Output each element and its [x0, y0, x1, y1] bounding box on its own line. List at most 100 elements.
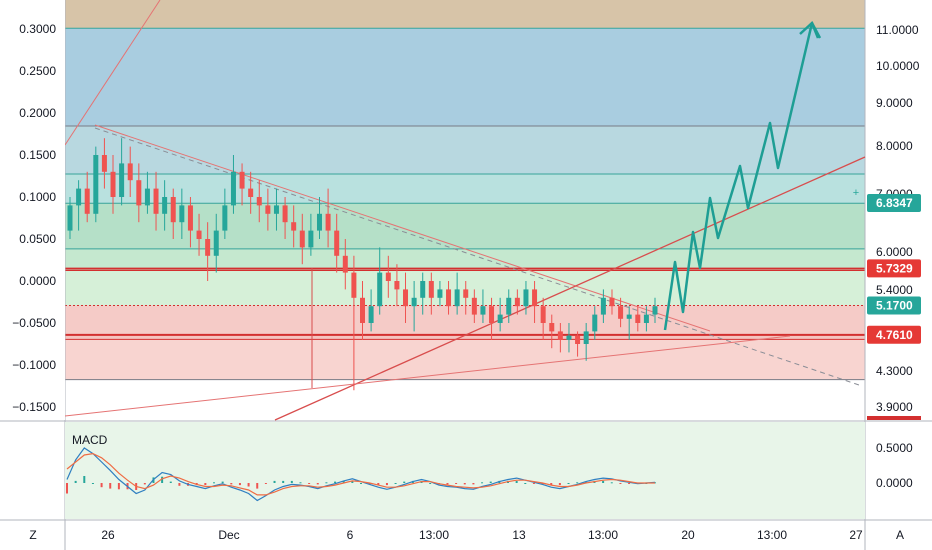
candle-body [420, 281, 426, 298]
projection-line [663, 21, 820, 331]
macd-signal-line [66, 452, 655, 496]
right-axis-tick-label: 6.0000 [876, 245, 913, 259]
macd-histogram-bar [584, 481, 587, 483]
candle-body [351, 272, 357, 298]
candle-body [153, 188, 159, 214]
macd-histogram-bar [334, 481, 337, 483]
candle-body [196, 230, 202, 239]
candle-body [583, 331, 589, 344]
projection-arrowhead [799, 20, 822, 39]
candle-body [136, 180, 142, 206]
macd-histogram-bar [91, 483, 94, 484]
macd-histogram-bar [316, 483, 319, 485]
left-axis-tick-label: 0.1500 [19, 148, 56, 162]
macd-histogram-bar [100, 483, 103, 488]
macd-histogram-bar [230, 483, 233, 485]
price-badge [867, 259, 921, 278]
candle-body [342, 255, 348, 273]
candle-body [506, 297, 512, 315]
right-axis-tick-label: 11.0000 [876, 23, 919, 37]
candle-body [93, 155, 99, 214]
left-axis-tick-label: 0.3000 [19, 22, 56, 36]
macd-pane[interactable]: MACD 0.5000 0.0000 [65, 422, 932, 519]
right-axis-tick-label: 9.0000 [876, 96, 913, 110]
macd-histogram-bar [463, 483, 466, 485]
macd-histogram-bar [472, 483, 475, 485]
macd-histogram-bar [213, 482, 215, 484]
macd-axis-tick-label: 0.5000 [876, 441, 913, 455]
projection-path: + [663, 20, 859, 331]
candle-body [205, 239, 211, 256]
candle-body [316, 213, 322, 231]
price-badge [867, 325, 921, 344]
candle-body [119, 163, 125, 197]
candle-body [480, 306, 486, 315]
candle-body [437, 289, 443, 298]
candle-body [187, 205, 193, 231]
candle-body [325, 213, 331, 231]
candle-body [540, 306, 546, 323]
right-axis-tick-label: 10.0000 [876, 59, 920, 73]
candle-body [403, 289, 409, 307]
macd-histogram-bar [83, 476, 86, 483]
candle-body [385, 272, 391, 281]
candle-body [575, 335, 581, 344]
macd-histogram-bar [290, 480, 293, 483]
candle-body [489, 306, 495, 323]
macd-histogram-bar [273, 480, 276, 483]
trendlines [64, 0, 866, 421]
candle-body [446, 289, 452, 307]
candle-body [170, 197, 176, 223]
macd-histogram-bar [394, 483, 397, 484]
candle-body [360, 297, 365, 323]
macd-histogram-bar [558, 483, 561, 486]
price-badge [867, 193, 921, 212]
candle-body [652, 306, 658, 315]
macd-histogram-bar [567, 483, 570, 484]
price-badge-edge [867, 416, 921, 420]
fib-band [65, 28, 865, 127]
right-axis-tick-label: 4.3000 [876, 364, 913, 378]
time-axis-label: 13 [512, 528, 526, 542]
right-axis-tick-label: 3.9000 [876, 400, 913, 414]
candle-body [618, 306, 624, 319]
macd-histogram-bar [169, 481, 172, 483]
macd-histogram-bar [541, 483, 544, 485]
candle-body [222, 205, 228, 231]
macd-histogram-bar [308, 483, 311, 484]
candle-body [368, 306, 374, 323]
macd-histogram-bar [429, 483, 432, 484]
fib-band [65, 248, 865, 269]
macd-histogram-bar [238, 483, 241, 486]
candle-body [497, 314, 503, 323]
candle-body [265, 205, 271, 214]
macd-histogram-bar [325, 482, 328, 484]
left-axis[interactable]: 0.3000 0.2500 0.2000 0.1500 0.1000 0.0500 0.00… [0, 0, 65, 420]
fib-bands [65, 0, 865, 420]
candle-body [463, 289, 469, 298]
macd-histogram-bar [377, 483, 380, 486]
price-badge-label: 5.7329 [876, 261, 913, 275]
time-axis[interactable]: 26 Dec 6 13:00 13 13:00 20 13:00 27 Z A [29, 528, 904, 542]
macd-histogram-bar [117, 483, 120, 490]
price-badge-label: 5.1700 [876, 298, 913, 312]
candle-body [411, 297, 417, 307]
candle-body [549, 323, 555, 332]
left-axis-background [0, 0, 65, 420]
candle-body [110, 171, 116, 197]
price-badge [867, 296, 921, 315]
fib-band [65, 334, 865, 340]
candle-body [566, 335, 572, 340]
time-axis-label: 13:00 [757, 528, 787, 542]
macd-histogram-bar [403, 481, 406, 483]
fib-band [65, 339, 865, 380]
left-axis-tick-label: 0.0500 [19, 232, 56, 246]
candle-body [256, 197, 262, 206]
candle-body [635, 314, 641, 323]
candle-body [394, 281, 400, 290]
macd-label: MACD [72, 433, 108, 447]
candle-body [144, 188, 150, 206]
candle-body [454, 289, 460, 307]
fib-band [65, 305, 865, 335]
